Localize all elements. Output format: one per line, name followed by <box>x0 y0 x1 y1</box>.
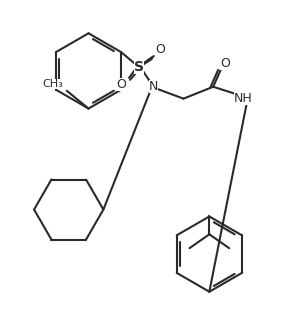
Text: O: O <box>220 57 230 70</box>
Text: S: S <box>134 60 144 74</box>
Text: O: O <box>155 43 165 56</box>
Text: CH₃: CH₃ <box>42 79 63 89</box>
Text: O: O <box>116 78 126 91</box>
Text: N: N <box>149 80 158 93</box>
Text: NH: NH <box>233 92 252 105</box>
